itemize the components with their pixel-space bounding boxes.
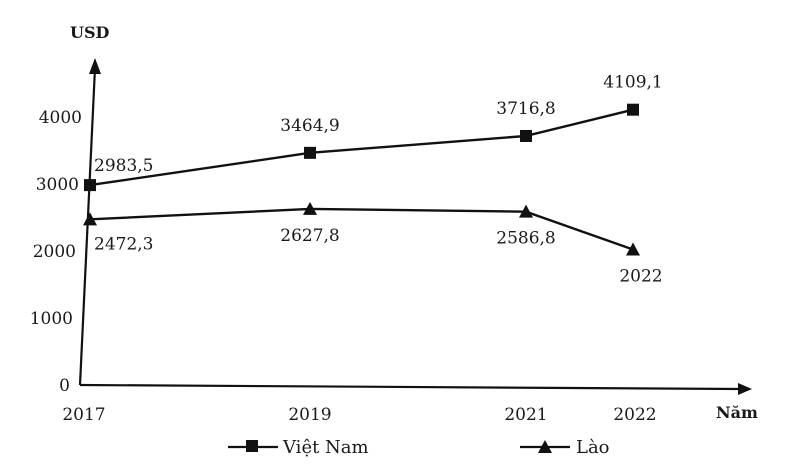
data-label: 2586,8 bbox=[496, 229, 555, 249]
x-tick-label: 2021 bbox=[504, 405, 547, 425]
axes: USD Năm bbox=[70, 23, 758, 422]
legend-marker-triangle bbox=[538, 440, 552, 453]
data-label: 3464,9 bbox=[280, 116, 339, 136]
legend-item-viet-nam: Việt Nam bbox=[228, 437, 369, 458]
series-layer: 2983,5 3464,9 3716,8 4109,1 2472,3 2627,8 2586… bbox=[83, 73, 663, 287]
x-axis-line bbox=[79, 383, 741, 391]
legend-label-viet-nam: Việt Nam bbox=[282, 437, 369, 458]
series-line bbox=[89, 207, 634, 251]
x-axis-arrow bbox=[738, 383, 752, 395]
y-tick-label: 2000 bbox=[33, 242, 76, 262]
y-axis-arrow bbox=[89, 58, 101, 74]
x-tick-label: 2022 bbox=[613, 405, 656, 425]
legend: Việt Nam Lào bbox=[228, 437, 610, 458]
y-tick-label: 3000 bbox=[36, 175, 79, 195]
y-tick-label: 1000 bbox=[30, 309, 73, 329]
data-point-square bbox=[84, 179, 96, 192]
y-tick-label: 0 bbox=[59, 376, 70, 396]
legend-label-lao: Lào bbox=[576, 437, 610, 458]
data-point-square bbox=[304, 146, 316, 159]
data-label: 2022 bbox=[619, 267, 662, 287]
y-ticks: 0 1000 2000 3000 4000 bbox=[30, 108, 82, 396]
data-label: 3716,8 bbox=[496, 99, 555, 119]
x-tick-label: 2019 bbox=[288, 405, 331, 425]
legend-item-lao: Lào bbox=[520, 437, 610, 458]
y-axis-title: USD bbox=[70, 23, 110, 42]
x-tick-label: 2017 bbox=[62, 405, 105, 425]
x-ticks: 2017 2019 2021 2022 bbox=[62, 405, 656, 425]
x-axis-title: Năm bbox=[716, 403, 758, 422]
data-point-triangle bbox=[303, 201, 317, 215]
data-label: 2983,5 bbox=[94, 156, 153, 176]
data-label: 4109,1 bbox=[603, 73, 662, 93]
series-line bbox=[89, 108, 634, 187]
data-label: 2472,3 bbox=[94, 234, 153, 254]
data-point-triangle bbox=[83, 212, 97, 226]
data-point-square bbox=[520, 129, 532, 142]
data-point-triangle bbox=[626, 242, 640, 256]
y-axis-line bbox=[78, 67, 97, 386]
data-point-square bbox=[627, 103, 639, 116]
series-viet-nam: 2983,5 3464,9 3716,8 4109,1 bbox=[84, 73, 663, 192]
legend-marker-square bbox=[246, 440, 258, 452]
series-lao: 2472,3 2627,8 2586,8 2022 bbox=[83, 201, 663, 287]
data-point-triangle bbox=[519, 204, 533, 218]
data-label: 2627,8 bbox=[280, 226, 339, 246]
y-tick-label: 4000 bbox=[39, 108, 82, 128]
